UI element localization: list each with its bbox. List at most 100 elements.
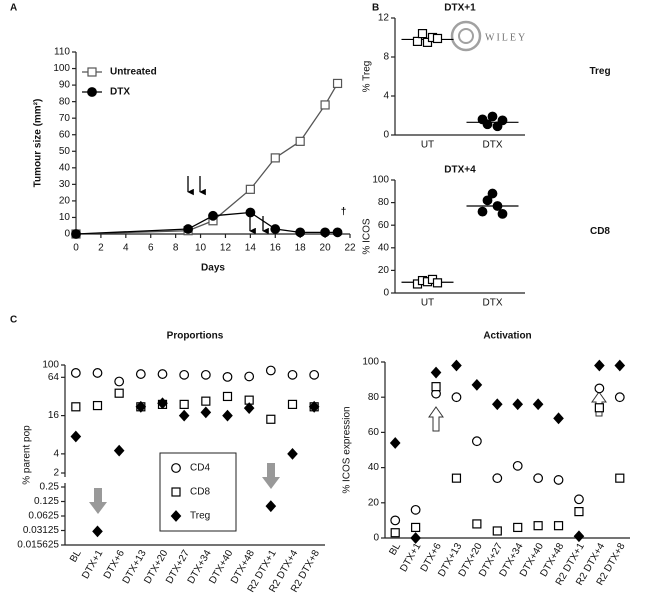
y-tick-label: 30 <box>59 179 71 190</box>
x-tick-label: 0 <box>73 243 79 254</box>
marker <box>487 188 498 199</box>
marker <box>482 195 493 206</box>
marker <box>574 507 584 517</box>
marker <box>245 184 255 194</box>
panel-label: B <box>372 3 379 14</box>
y-tick-label: 100 <box>372 175 389 186</box>
x-tick-label: UT <box>421 140 434 151</box>
y-tick-label: 20 <box>59 196 71 207</box>
marker <box>432 278 443 288</box>
y-tick-label: 8 <box>383 52 389 63</box>
marker <box>265 365 276 376</box>
marker <box>492 201 503 211</box>
y-tick-label: 80 <box>368 392 380 403</box>
marker <box>265 500 277 513</box>
marker <box>389 437 401 449</box>
marker <box>487 111 498 122</box>
marker <box>615 473 625 483</box>
marker <box>208 210 218 221</box>
y-tick-label: 80 <box>378 197 390 208</box>
x-tick-label: 16 <box>270 243 282 254</box>
marker <box>295 136 305 146</box>
marker <box>417 29 428 39</box>
legend-label: CD8 <box>190 487 210 498</box>
side-label: CD8 <box>590 226 610 237</box>
marker <box>201 396 211 406</box>
y-tick-label: 70 <box>59 113 71 124</box>
marker <box>513 522 523 533</box>
marker <box>332 227 343 238</box>
marker <box>222 409 233 422</box>
x-tick-label: DTX <box>483 298 503 309</box>
chart-title: Proportions <box>167 331 224 342</box>
y-tick-label: 50 <box>59 146 71 157</box>
marker <box>594 403 604 413</box>
marker <box>553 475 564 485</box>
marker <box>200 406 212 419</box>
marker <box>71 229 81 239</box>
x-tick-label: UT <box>421 298 434 309</box>
marker <box>287 369 298 380</box>
side-label: Treg <box>589 66 610 77</box>
marker <box>308 400 320 413</box>
marker <box>70 430 82 443</box>
y-tick-label: 110 <box>54 47 70 58</box>
marker <box>497 115 508 126</box>
marker <box>412 36 423 47</box>
marker <box>320 227 330 238</box>
chart-title: DTX+1 <box>444 3 476 14</box>
x-tick-label: 18 <box>295 243 307 254</box>
panel-label: C <box>10 315 17 326</box>
y-tick-label: 100 <box>53 63 70 74</box>
x-axis-label: Days <box>201 263 225 274</box>
marker <box>614 359 626 372</box>
marker <box>411 522 421 533</box>
marker <box>573 530 585 543</box>
watermark: WILEY <box>485 32 527 43</box>
marker <box>71 402 81 412</box>
marker <box>482 119 493 130</box>
marker <box>533 521 543 531</box>
marker <box>491 398 503 411</box>
x-tick-label: 10 <box>195 243 207 254</box>
y-axis-label: Tumour size (mm²) <box>33 99 44 188</box>
legend-marker <box>171 463 181 473</box>
y-tick-label: 80 <box>59 96 71 107</box>
marker <box>70 368 81 378</box>
marker <box>270 224 281 234</box>
marker <box>497 208 508 219</box>
y-tick-label: 60 <box>368 427 380 438</box>
y-tick-label: 0 <box>64 229 70 240</box>
legend-marker <box>87 67 97 77</box>
y-tick-label: 100 <box>362 357 379 368</box>
y-tick-label: 4 <box>383 91 389 102</box>
y-tick-label: 60 <box>378 220 390 231</box>
y-tick-label: 40 <box>368 462 380 473</box>
y-tick-label: 0 <box>373 533 379 544</box>
legend-marker <box>170 510 182 522</box>
y-tick-label: 12 <box>378 13 390 24</box>
annotation: † <box>341 207 347 218</box>
chart-title: Activation <box>483 331 531 342</box>
x-tick-label: 14 <box>245 243 257 254</box>
x-tick-label: 20 <box>320 243 332 254</box>
marker <box>614 392 625 403</box>
y-tick-label: 40 <box>59 162 71 173</box>
marker <box>594 383 605 394</box>
marker <box>135 369 146 379</box>
chart-title: DTX+4 <box>444 165 476 176</box>
marker <box>266 414 276 424</box>
y-tick-label: 0.125 <box>34 496 59 507</box>
y-tick-label: 60 <box>59 129 71 140</box>
series-line <box>75 83 339 235</box>
treatment-arrows <box>187 176 269 235</box>
y-tick-label: 40 <box>378 242 390 253</box>
marker <box>92 368 103 378</box>
marker <box>332 78 343 89</box>
marker <box>92 525 103 538</box>
x-tick-label: BL <box>68 548 84 564</box>
marker <box>451 392 462 403</box>
marker <box>243 402 255 414</box>
marker <box>533 473 544 484</box>
legend-label: Untreated <box>110 67 157 78</box>
